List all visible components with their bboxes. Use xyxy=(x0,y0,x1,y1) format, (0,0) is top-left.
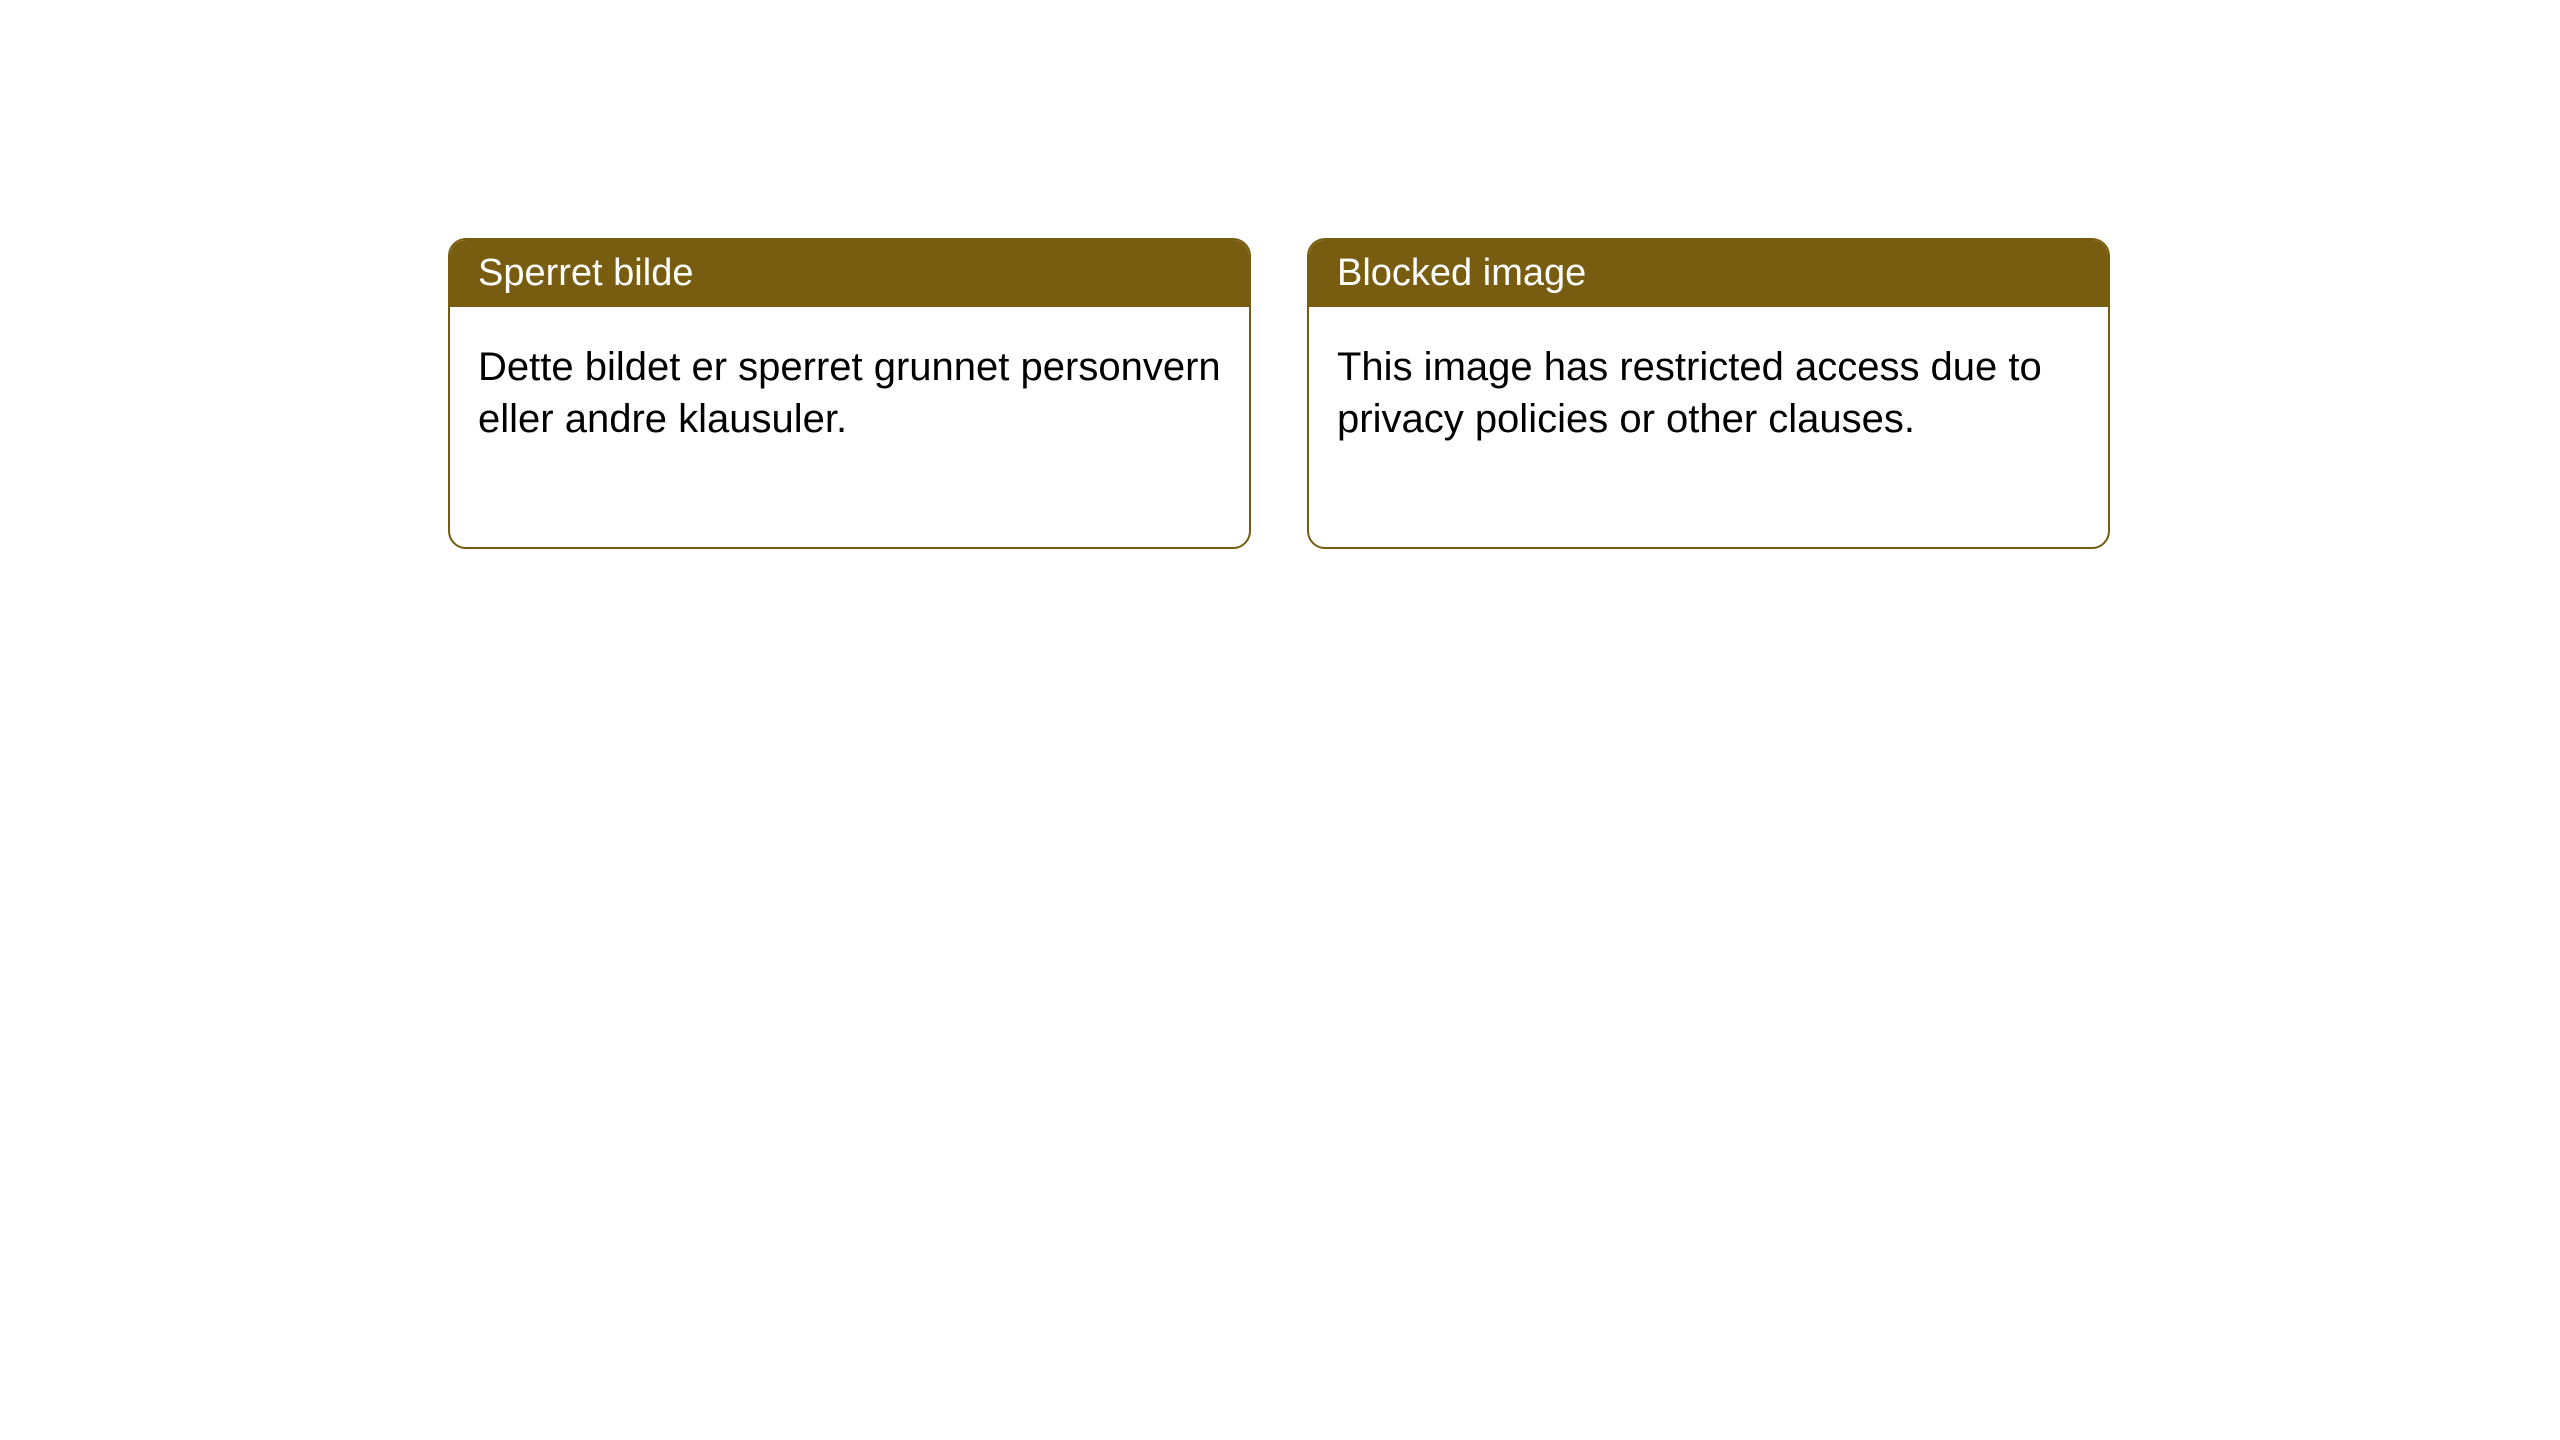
notice-card-norwegian: Sperret bilde Dette bildet er sperret gr… xyxy=(448,238,1251,549)
notice-cards-container: Sperret bilde Dette bildet er sperret gr… xyxy=(448,238,2110,549)
notice-card-english: Blocked image This image has restricted … xyxy=(1307,238,2110,549)
notice-header: Blocked image xyxy=(1309,240,2108,307)
notice-body: Dette bildet er sperret grunnet personve… xyxy=(450,307,1249,547)
notice-body: This image has restricted access due to … xyxy=(1309,307,2108,547)
notice-header: Sperret bilde xyxy=(450,240,1249,307)
